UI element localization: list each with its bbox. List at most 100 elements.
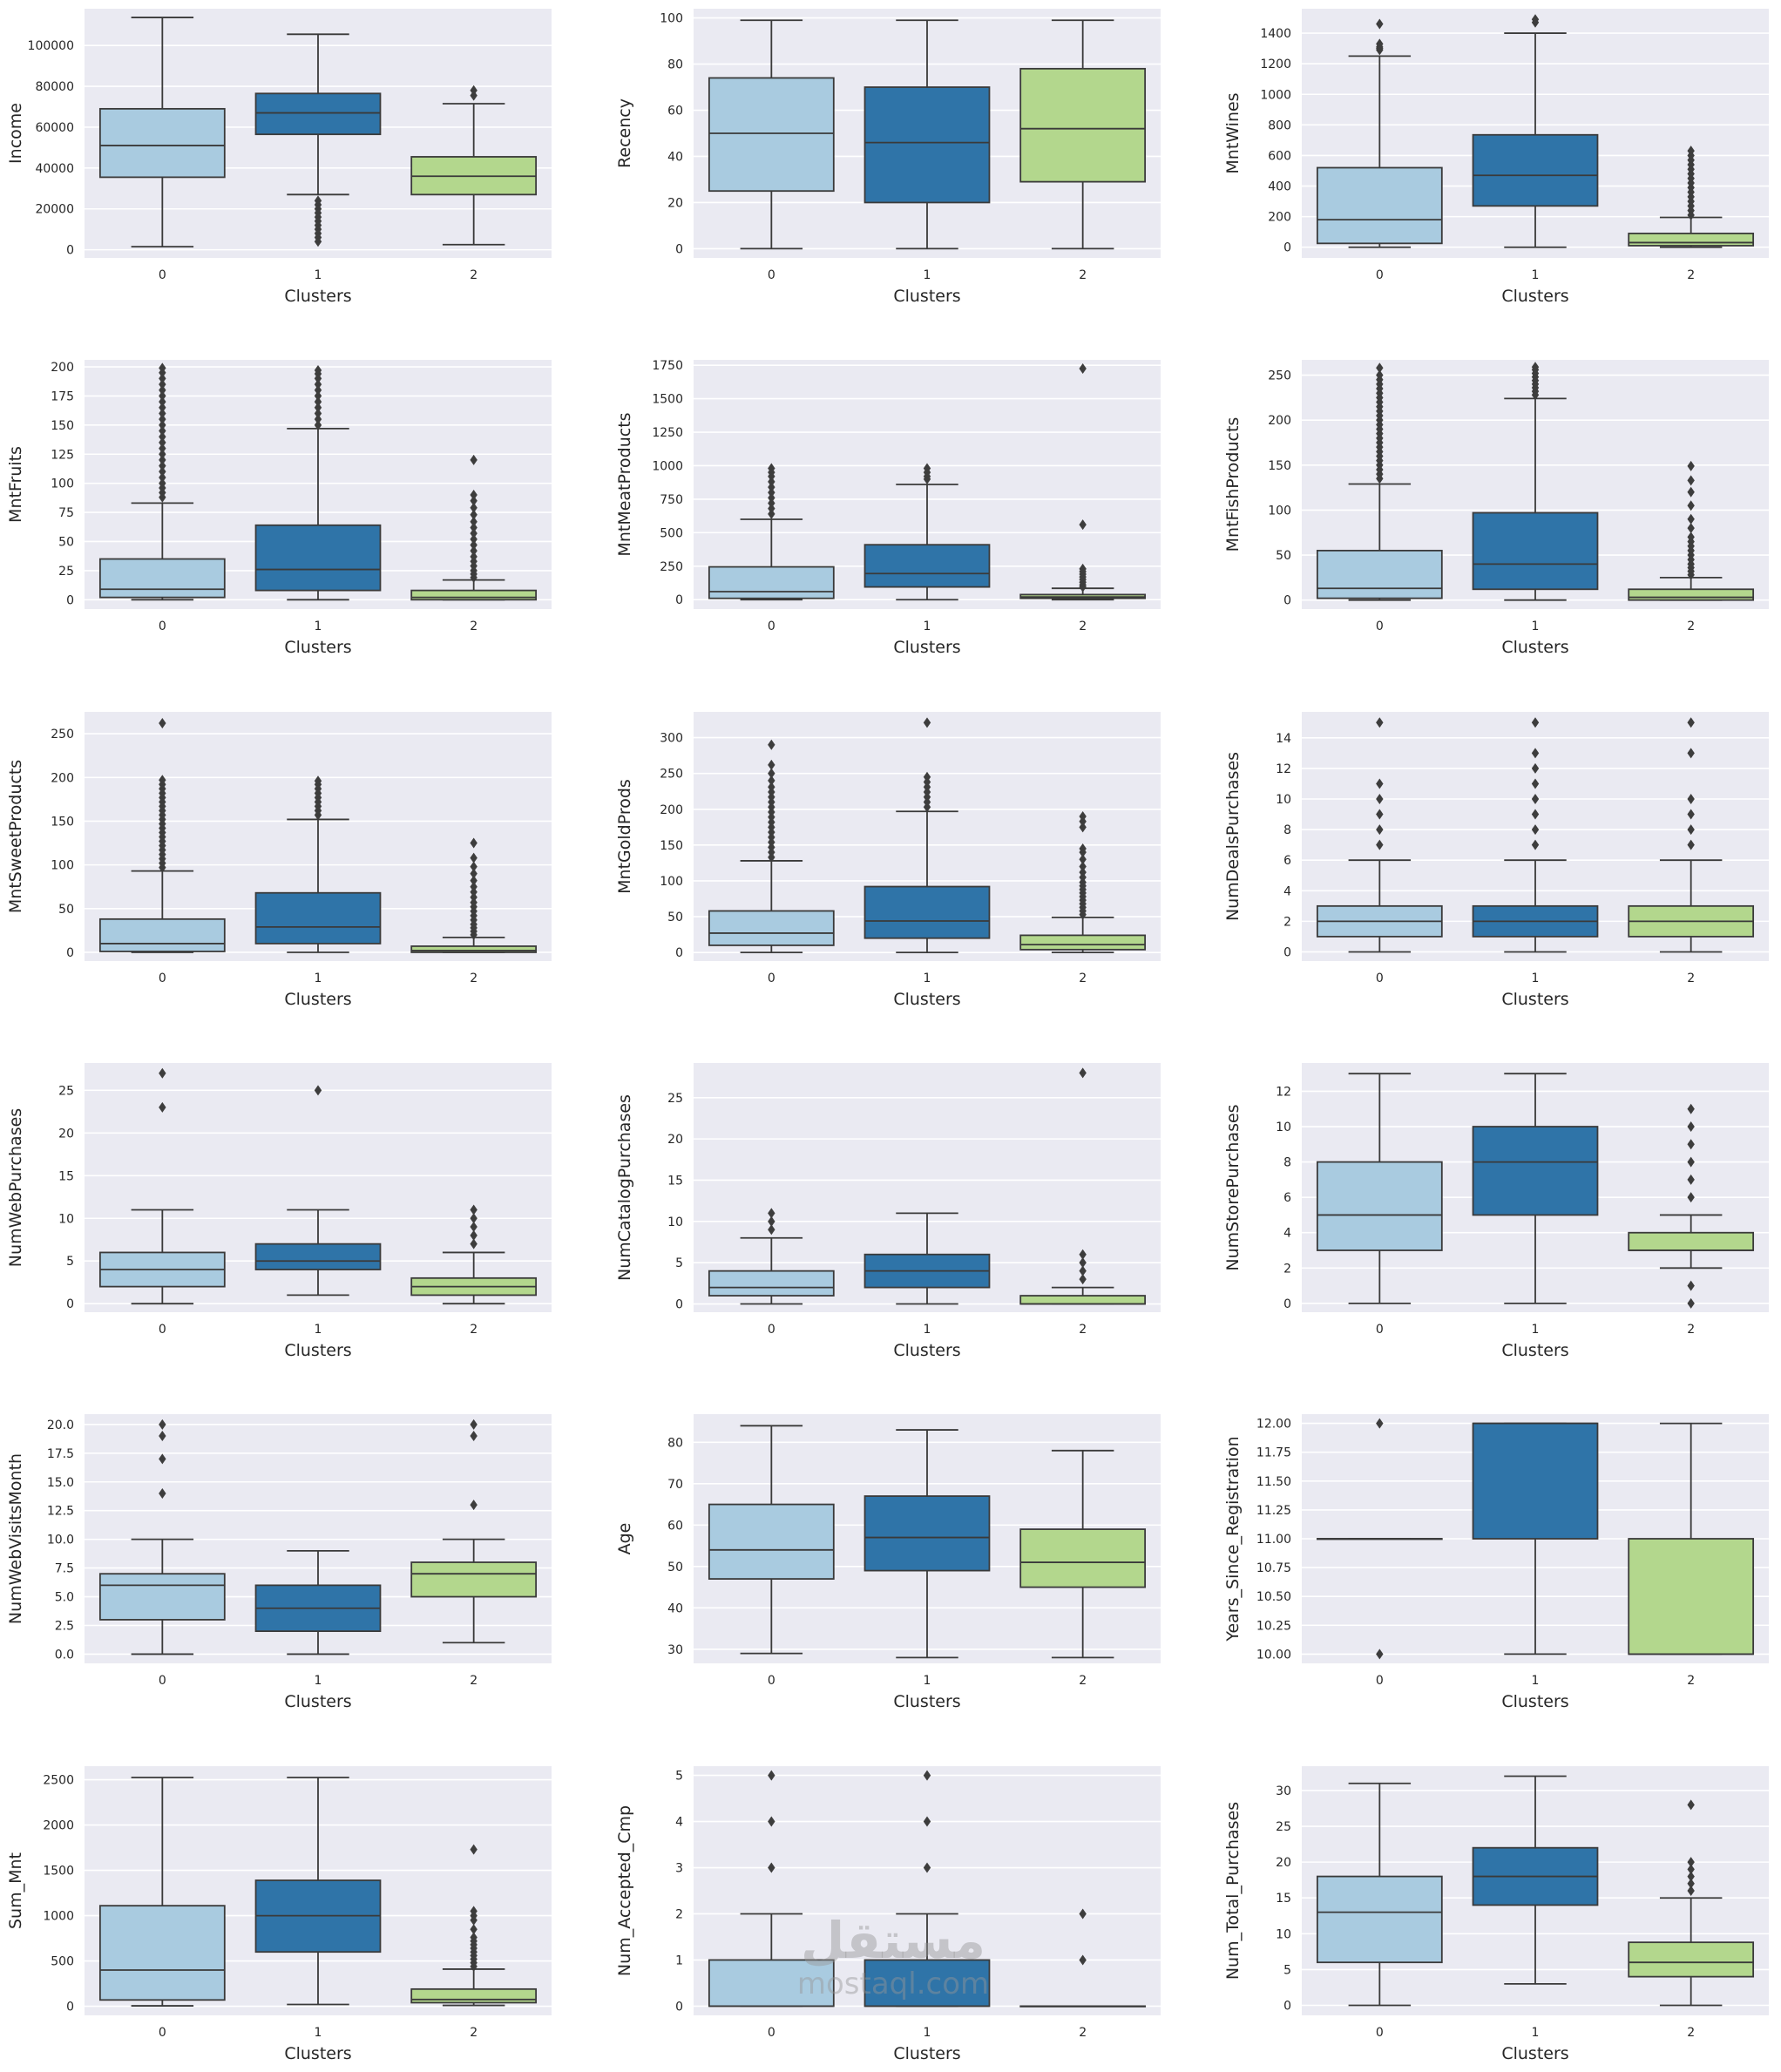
box-cluster-2 bbox=[1628, 460, 1755, 601]
y-tick-label: 0.0 bbox=[55, 1648, 74, 1662]
outlier-point bbox=[923, 1862, 931, 1873]
x-tick-label: 1 bbox=[315, 620, 322, 633]
outlier-point bbox=[470, 1213, 477, 1224]
outlier-point bbox=[1079, 822, 1087, 833]
outlier-point bbox=[1531, 778, 1540, 789]
outlier-point bbox=[314, 414, 322, 425]
chart-panel-numcatalogpurchases: 0 5 10 15 20 25 0 1 2 Clusters NumCatalogPurchases bbox=[615, 1063, 1161, 1360]
y-tick-label: 250 bbox=[51, 728, 74, 741]
y-tick-label: 100 bbox=[1268, 504, 1291, 518]
outlier-point bbox=[1687, 1139, 1695, 1150]
box-cluster-1 bbox=[863, 463, 991, 601]
y-tick-label: 10.00 bbox=[1256, 1648, 1291, 1662]
outlier-point bbox=[768, 482, 775, 493]
chart-panel-mntfruits: 0 25 50 75 100 125 150 175 200 0 1 2 Clusters MntFrui… bbox=[6, 360, 552, 657]
x-tick-label: 2 bbox=[1687, 1674, 1695, 1688]
box-cluster-0 bbox=[708, 463, 835, 601]
y-tick-label: 11.00 bbox=[1256, 1533, 1291, 1547]
iqr-box bbox=[254, 524, 382, 592]
chart-panel-recency: 0 20 40 60 80 100 0 1 2 Clusters Recency bbox=[615, 9, 1161, 306]
outlier-point bbox=[1687, 748, 1695, 759]
outlier-point bbox=[1531, 762, 1540, 774]
y-tick-label: 1750 bbox=[652, 359, 683, 373]
x-tick-label: 1 bbox=[1532, 2026, 1540, 2040]
y-tick-label: 6 bbox=[1283, 1191, 1291, 1205]
box-cluster-0 bbox=[98, 362, 226, 601]
x-tick-label: 0 bbox=[159, 2026, 166, 2040]
y-tick-label: 2 bbox=[1283, 1262, 1291, 1276]
outlier-point bbox=[768, 492, 775, 504]
y-tick-label: 10 bbox=[1276, 1121, 1291, 1134]
iqr-box bbox=[1472, 511, 1599, 591]
box-cluster-0 bbox=[1316, 1418, 1443, 1660]
iqr-box bbox=[708, 565, 835, 599]
y-tick-label: 5 bbox=[66, 1255, 74, 1269]
outlier-point bbox=[1687, 824, 1695, 836]
outlier-point bbox=[470, 852, 477, 863]
iqr-box bbox=[254, 891, 382, 945]
outlier-point bbox=[1687, 513, 1695, 525]
box-cluster-1 bbox=[1472, 717, 1599, 953]
y-tick-label: 60 bbox=[667, 1519, 683, 1533]
outlier-point bbox=[470, 85, 477, 96]
outlier-point bbox=[470, 1500, 477, 1511]
x-tick-label: 2 bbox=[1079, 620, 1087, 633]
y-tick-label: 10 bbox=[667, 1215, 683, 1229]
chart-panel-mntwines: 0 200 400 600 800 1000 1200 1400 0 1 2 Clusters MntW… bbox=[1223, 9, 1769, 306]
y-tick-label: 10.0 bbox=[47, 1534, 74, 1547]
box-cluster-1 bbox=[254, 1549, 382, 1656]
outlier-point bbox=[314, 396, 322, 408]
outlier-point bbox=[159, 414, 166, 425]
y-tick-label: 0 bbox=[66, 2001, 74, 2014]
box-cluster-1 bbox=[254, 365, 382, 601]
outlier-point bbox=[1531, 362, 1540, 373]
y-tick-label: 12 bbox=[1276, 1085, 1291, 1099]
iqr-box bbox=[708, 910, 835, 946]
iqr-box bbox=[1628, 1231, 1755, 1251]
chart-panel-mntfishproducts: 0 50 100 150 200 250 0 1 2 Clusters MntFishProduct… bbox=[1223, 360, 1769, 657]
y-tick-label: 200 bbox=[660, 803, 683, 817]
outlier-point bbox=[1531, 839, 1540, 850]
chart-panel-mntsweetproducts: 0 50 100 150 200 250 0 1 2 Clusters MntSweetProduc… bbox=[6, 712, 552, 1009]
outlier-point bbox=[314, 775, 322, 787]
y-tick-label: 0 bbox=[675, 593, 683, 607]
y-axis-label: MntSweetProducts bbox=[6, 760, 25, 913]
box-cluster-0 bbox=[1316, 1073, 1443, 1304]
y-axis-label: NumWebVisitsMonth bbox=[6, 1453, 25, 1624]
outlier-point bbox=[1079, 867, 1087, 878]
outlier-point bbox=[1079, 1249, 1087, 1260]
box-cluster-2 bbox=[1019, 1908, 1147, 2008]
y-tick-label: 0 bbox=[675, 242, 683, 256]
outlier-point bbox=[314, 408, 322, 419]
outlier-point bbox=[470, 1229, 477, 1241]
outlier-point bbox=[1687, 532, 1695, 543]
box-cluster-2 bbox=[410, 837, 538, 953]
outlier-point bbox=[1079, 519, 1087, 531]
outlier-point bbox=[470, 539, 477, 551]
iqr-box bbox=[1316, 549, 1443, 599]
y-tick-label: 20.0 bbox=[47, 1419, 74, 1432]
y-tick-label: 5 bbox=[675, 1256, 683, 1270]
outlier-point bbox=[768, 775, 775, 786]
outlier-point bbox=[1079, 810, 1087, 822]
outlier-point bbox=[159, 390, 166, 402]
outlier-point bbox=[1376, 809, 1384, 820]
outlier-point bbox=[314, 402, 322, 413]
outlier-point bbox=[1687, 1121, 1695, 1133]
y-tick-label: 0 bbox=[1283, 1297, 1291, 1311]
x-tick-label: 1 bbox=[924, 268, 931, 282]
outlier-point bbox=[159, 460, 166, 471]
outlier-point bbox=[470, 1906, 477, 1917]
outlier-point bbox=[159, 379, 166, 390]
y-axis-label: MntWines bbox=[1223, 92, 1243, 173]
outlier-point bbox=[159, 1067, 166, 1079]
x-tick-label: 0 bbox=[768, 268, 775, 282]
box-cluster-1 bbox=[863, 717, 991, 954]
outlier-point bbox=[768, 1215, 775, 1227]
iqr-box bbox=[254, 1243, 382, 1270]
outlier-point bbox=[1687, 1864, 1695, 1875]
y-tick-label: 0 bbox=[66, 593, 74, 607]
y-tick-label: 2500 bbox=[43, 1774, 74, 1788]
outlier-point bbox=[1687, 486, 1695, 498]
y-tick-label: 3 bbox=[675, 1862, 683, 1876]
